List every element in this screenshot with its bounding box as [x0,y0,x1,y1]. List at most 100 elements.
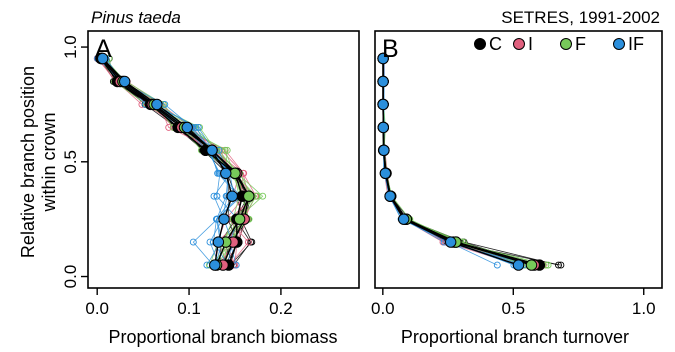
panel-b-tree-line [382,58,546,266]
panel-b-point-IF [512,259,525,271]
panel-b: B 0.0 0.5 1.0 Proportional branch turnover… [371,30,663,347]
x-tick-label: 0.1 [177,299,201,318]
panel-b-series-line-F [382,58,532,266]
panel-b-tree-line [382,58,519,266]
panel-a-y-ticks: 0.0 0.5 1.0 [61,35,88,288]
panel-a-point-IF [119,75,131,88]
panel-b-tree-point [555,261,562,269]
legend-label-I: I [528,34,533,54]
panel-a-point-IF [97,52,109,65]
panel-a-series-line-IF [102,58,233,266]
panel-b-tree-line [382,58,534,266]
panel-b-point-IF [445,236,457,248]
panel-a-tree-line [99,58,229,266]
panel-a-tree-line [98,58,239,266]
panel-b-tree-line [382,58,537,266]
panel-b-point-IF [377,75,389,88]
panel-b-tree-line [382,58,519,266]
panel-b-series-line-C [382,58,540,266]
panel-a-point-IF [218,213,230,225]
x-tick-label: 0.0 [371,299,395,318]
panel-a-tree-line [102,58,238,266]
panel-b-tree-line [382,58,517,266]
panel-a-point-IF [151,98,163,111]
panel-a-frame [87,30,360,289]
panel-a-tree-point [247,238,255,246]
panel-b-frame [374,30,663,289]
panel-a-point-IF [212,236,225,248]
panel-b-tree-line [382,58,522,266]
x-tick-label: 0.0 [85,299,109,318]
panel-b-tree-line [382,58,532,266]
legend: C I F IF [474,34,644,54]
panel-b-letter: B [382,35,399,63]
legend-marker-C [474,38,486,50]
legend-marker-IF [613,38,625,50]
panel-a: A 0.0 0.1 0.2 0.0 0.5 1.0 Proportional branc… [61,30,360,347]
panel-b-point-IF [379,167,392,180]
panel-a-tree-point [244,238,252,246]
panel-b-series-line-IF [382,58,519,266]
panel-b-tree-line [382,58,524,266]
panel-b-tree-line [382,58,529,266]
panel-a-x-axis-label: Proportional branch biomass [108,327,337,347]
panel-b-point-IF [377,121,389,134]
panel-a-series-line-C [100,58,244,266]
panel-a-background-lines [93,55,267,269]
panel-b-point-IF [377,98,389,111]
panel-a-tree-point [192,123,200,131]
panel-b-point-F [525,259,538,271]
panel-b-point-IF [398,213,410,225]
legend-label-IF: IF [628,34,644,54]
panel-b-tree-line [382,58,559,266]
x-tick-label: 0.2 [269,299,293,318]
y-tick-label: 0.5 [61,150,80,174]
panel-b-point-IF [378,144,390,157]
panel-b-point-IF [384,190,396,202]
panel-b-tree-line [382,58,549,266]
panel-b-tree-line [382,58,531,266]
panel-a-point-IF [181,121,193,134]
panel-b-tree-line [382,58,538,266]
panel-a-series-line-F [101,58,250,266]
panel-b-point-IF [377,52,389,65]
panel-b-tree-line [382,58,527,266]
panel-a-letter: A [95,35,112,63]
panel-a-point-IF [206,144,218,157]
y-tick-label: 1.0 [61,35,80,59]
panel-b-x-ticks: 0.0 0.5 1.0 [371,288,656,318]
panel-a-x-ticks: 0.0 0.1 0.2 [85,288,293,318]
legend-label-C: C [489,34,502,54]
y-axis-label-line1: Relative branch position [18,66,38,258]
panel-a-point-F [233,213,246,225]
panel-b-tree-point [493,261,501,269]
panel-b-tree-line [382,58,524,266]
panel-b-tree-line [382,58,541,266]
legend-marker-F [560,38,572,50]
panel-a-tree-point [165,123,173,131]
panel-b-tree-line [382,58,544,266]
panel-b-series-line-I [382,58,535,266]
panel-b-series [377,52,546,271]
panel-b-tree-line [382,58,533,266]
panel-b-tree-line [382,58,516,266]
x-tick-label: 0.5 [501,299,525,318]
panel-b-tree-line [382,58,561,266]
panel-b-tree-line [382,58,542,266]
panel-a-series [95,52,255,271]
panel-a-tree-point [213,192,221,200]
panel-b-tree-line [382,58,515,266]
panel-b-tree-line [382,58,536,266]
legend-marker-I [513,38,525,50]
panel-b-tree-line [382,58,542,266]
panel-a-point-IF [220,167,232,180]
panel-b-background-lines [379,55,565,269]
panel-a-point-IF [226,190,238,202]
panel-a-point-F [243,190,255,202]
panel-b-tree-line [382,58,526,266]
y-tick-label: 0.0 [61,265,80,289]
legend-label-F: F [575,34,586,54]
study-title: SETRES, 1991-2002 [501,8,660,27]
x-tick-label: 1.0 [632,299,656,318]
